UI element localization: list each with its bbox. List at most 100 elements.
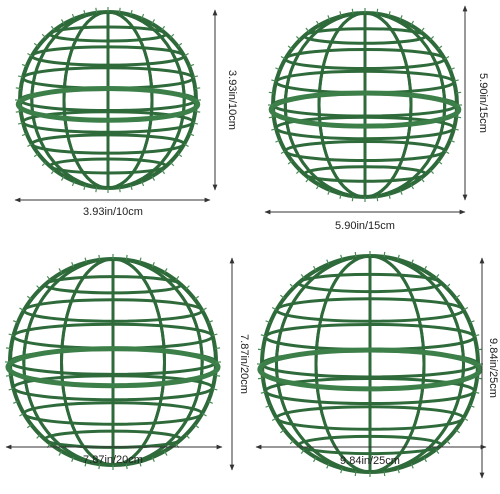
- spike: [275, 139, 281, 143]
- spike: [437, 160, 443, 165]
- spike: [163, 268, 168, 274]
- spike: [33, 42, 39, 47]
- latitude-ring: [48, 157, 168, 175]
- spike: [280, 55, 286, 60]
- spike: [36, 434, 41, 439]
- spike: [27, 143, 33, 148]
- spike: [98, 464, 101, 470]
- spike: [15, 87, 21, 90]
- spike: [435, 449, 440, 455]
- spike: [295, 169, 301, 175]
- spike: [300, 273, 305, 279]
- spike: [175, 275, 180, 281]
- spike: [340, 468, 343, 474]
- spike: [26, 295, 32, 300]
- spike: [98, 254, 101, 260]
- spike: [21, 133, 27, 137]
- spike: [444, 55, 450, 60]
- spike: [183, 143, 189, 148]
- latitude-ring: [263, 376, 477, 406]
- spike: [201, 307, 207, 312]
- spike: [212, 333, 218, 336]
- spike: [469, 320, 475, 324]
- spike: [463, 417, 469, 422]
- spike: [351, 8, 354, 14]
- spike: [271, 79, 277, 82]
- spike: [397, 254, 400, 260]
- spike: [5, 347, 11, 350]
- latitude-ring: [302, 27, 428, 45]
- spike: [60, 175, 65, 181]
- spike: [437, 45, 443, 50]
- spike: [207, 320, 214, 324]
- spike: [453, 128, 459, 131]
- spike: [410, 259, 414, 265]
- spike: [271, 306, 277, 311]
- spike: [327, 189, 331, 195]
- width-label: 5.90in/15cm: [335, 220, 395, 232]
- spike: [50, 25, 55, 31]
- sphere: [15, 7, 201, 193]
- spike: [141, 13, 145, 19]
- spike: [435, 273, 440, 279]
- spike: [130, 184, 133, 190]
- spike: [279, 294, 285, 299]
- spike: [287, 45, 293, 50]
- spike: [449, 139, 455, 143]
- height-label: 3.93in/10cm: [226, 70, 238, 130]
- spike: [71, 456, 75, 463]
- spike: [118, 187, 121, 193]
- height-label: 7.87in/20cm: [238, 334, 250, 394]
- spike: [339, 193, 342, 199]
- spike: [215, 347, 221, 350]
- spike: [185, 285, 190, 290]
- spike: [340, 254, 343, 260]
- spike: [50, 169, 55, 175]
- spike: [177, 153, 183, 158]
- spike: [327, 15, 331, 21]
- spike: [260, 334, 266, 337]
- spike: [60, 19, 65, 25]
- spike: [410, 184, 415, 190]
- spike: [95, 7, 98, 13]
- spike: [189, 133, 195, 137]
- spike: [429, 169, 435, 175]
- spike: [58, 268, 63, 274]
- spike: [83, 10, 86, 16]
- spike: [8, 333, 14, 336]
- spike: [194, 424, 200, 429]
- spike: [257, 348, 264, 351]
- spike: [312, 265, 317, 271]
- spike: [376, 8, 379, 14]
- spike: [268, 116, 274, 119]
- spike: [260, 391, 266, 394]
- width-label: 9.84in/25cm: [340, 455, 400, 467]
- spike: [169, 33, 175, 39]
- spike: [410, 20, 415, 26]
- spike: [5, 374, 11, 377]
- spike: [280, 150, 286, 155]
- spike: [420, 27, 425, 33]
- spike: [192, 122, 198, 125]
- spike: [289, 439, 295, 445]
- spike: [257, 377, 264, 380]
- spike: [474, 334, 480, 337]
- spike: [429, 35, 435, 41]
- spike: [8, 388, 14, 391]
- spike: [194, 295, 200, 300]
- spike: [275, 67, 281, 71]
- spike: [305, 27, 310, 33]
- height-label: 9.84in/25cm: [487, 338, 499, 398]
- spike: [95, 187, 98, 193]
- spike: [58, 450, 63, 456]
- spike: [271, 128, 277, 131]
- spike: [476, 377, 483, 380]
- spike: [139, 257, 142, 263]
- spike: [18, 122, 24, 125]
- spike: [189, 63, 195, 67]
- spike: [326, 463, 330, 469]
- spike: [151, 456, 155, 463]
- spike: [326, 259, 330, 265]
- spike: [476, 348, 483, 351]
